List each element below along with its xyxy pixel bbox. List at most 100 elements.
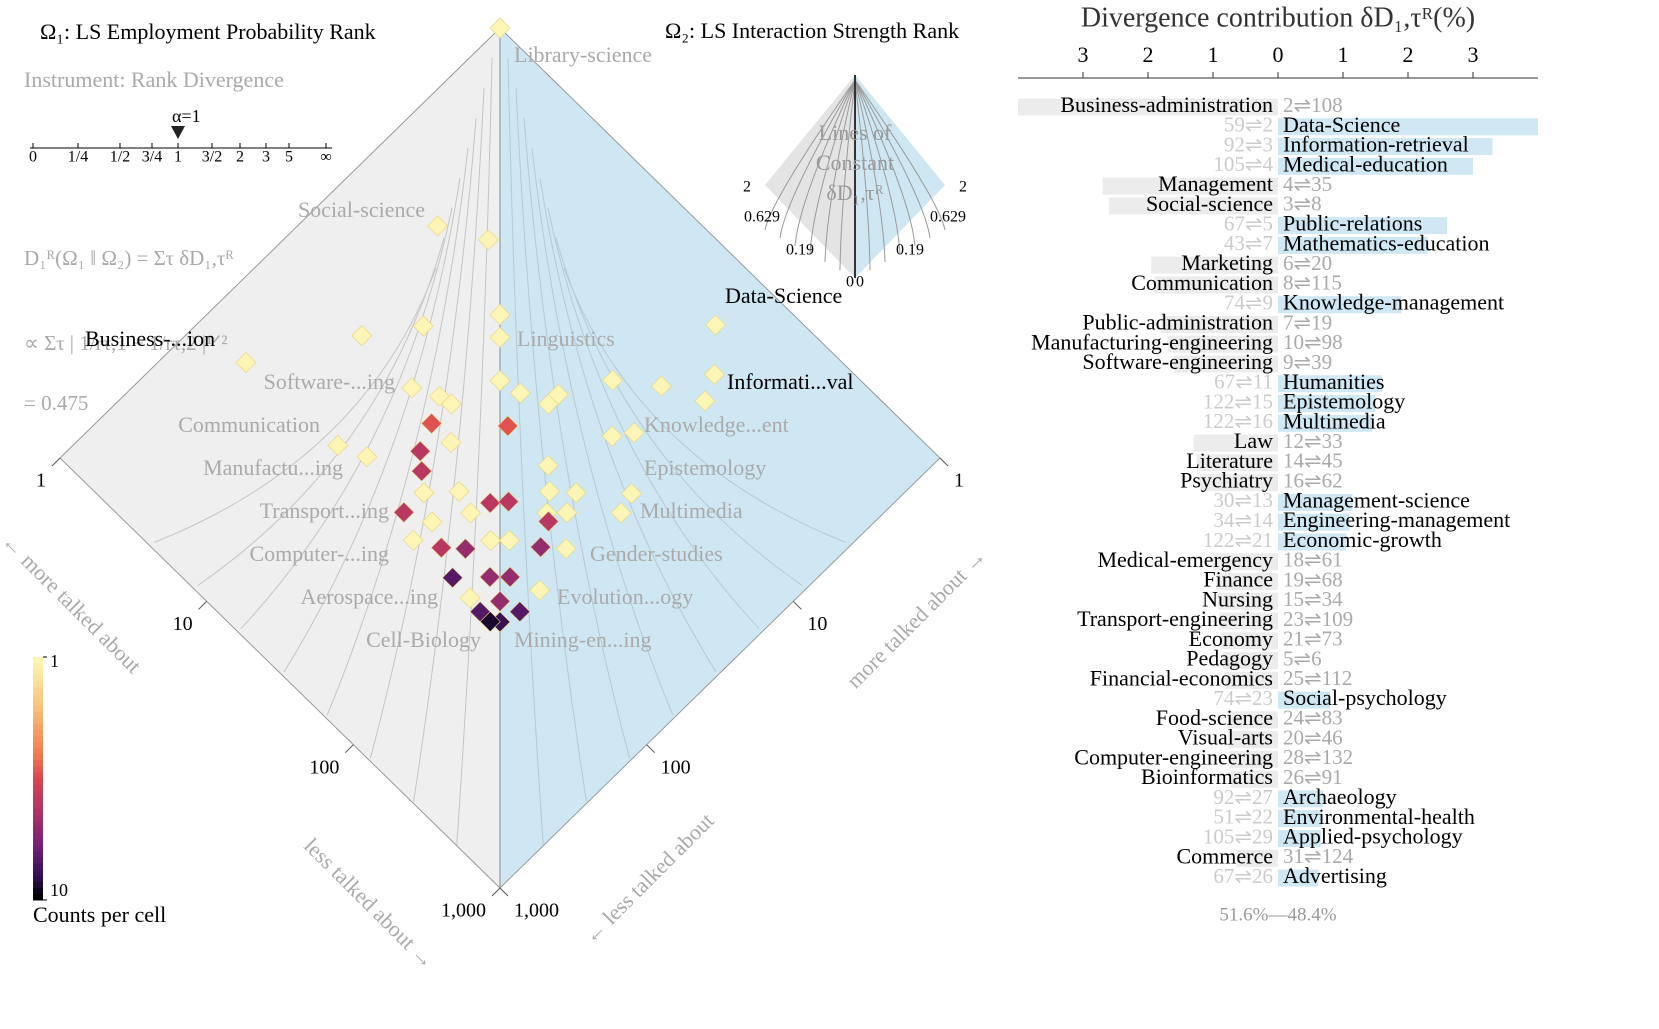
bar [1161,315,1278,333]
word-label: Software-...ing [264,369,395,394]
alpha-tick-label: ∞ [320,149,331,166]
category-label: Computer-engineering [1074,744,1273,769]
heat-cell [356,446,378,468]
category-label: Financial-economics [1090,665,1273,690]
colorbar-segment [33,863,43,871]
heat-cell [441,393,462,415]
bar [1224,671,1278,689]
r1-tick-label: 1 [36,470,46,492]
heat-cell [694,390,716,412]
x-tick-label: 2 [1143,42,1154,67]
alpha-tick-label: 5 [285,149,293,166]
bar [1278,296,1402,314]
formula: = 0.475 [24,391,88,415]
contour [413,87,485,802]
heat-cell [479,566,501,588]
x-tick-label: 3 [1078,42,1089,67]
bar [1278,869,1319,887]
category-label: Bioinformatics [1141,764,1273,789]
category-label: Multimedia [1283,408,1386,433]
heat-cell [705,314,726,336]
category-label: Marketing [1181,250,1273,275]
rank-pair: 30⇌13 [1213,488,1273,512]
alpha-tick-label: 0 [29,149,37,166]
bar [1278,533,1347,551]
r2-tick-label: 1,000 [514,900,559,922]
instrument: Instrument: Rank Divergence [24,67,284,92]
heat-cell [623,422,645,444]
bar [1200,474,1278,492]
heat-cell [427,215,448,237]
category-label: Epistemology [1283,389,1405,414]
rank-pair: 21⇌73 [1283,627,1343,651]
word-label: Epistemology [644,455,766,480]
heat-cell [602,369,624,391]
heat-cell [402,529,424,551]
rank-pair: 18⇌61 [1283,548,1343,572]
word-label: Communication [178,412,320,437]
category-label: Literature [1186,448,1273,473]
bar [1278,236,1428,254]
bar [1278,790,1324,808]
colorbar-segment [33,760,43,767]
heat-cell [413,482,435,504]
heat-cell [455,538,476,560]
contour [563,267,846,543]
category-label: Information-retrieval [1283,132,1469,157]
heat-cell [459,587,481,609]
bar [1229,750,1278,768]
bar [1219,612,1278,630]
colorbar-segment [33,875,43,883]
word-label: Linguistics [517,326,615,351]
rank-pair: 20⇌46 [1283,725,1343,749]
heat-cell [489,17,511,39]
contour-level: 0.629 [930,209,966,226]
category-label: Archaeology [1283,784,1397,809]
category-label: Psychiatry [1180,468,1273,493]
category-label: Advertising [1283,863,1387,888]
bar [1228,731,1278,749]
colorbar-segment [33,772,43,779]
inset-line [854,79,931,239]
contour [539,177,717,673]
heat-cell [530,536,552,558]
bar [1278,217,1447,235]
contour [326,147,469,716]
rank-pair: 3⇌8 [1283,192,1322,216]
rank-pair: 31⇌124 [1283,844,1354,868]
rank-pair: 28⇌132 [1283,745,1353,769]
heat-cell [327,434,349,456]
contour-level: 0 [846,274,854,291]
bar [1227,711,1278,729]
rank-pair: 10⇌98 [1283,330,1343,354]
r2-tick [646,744,656,754]
x-tick-label: 1 [1208,42,1219,67]
bar [1154,276,1278,294]
heat-cell [704,363,725,385]
category-label: Applied-psychology [1283,824,1463,849]
word-label: Computer-...ing [250,541,390,566]
rank-pair: 8⇌115 [1283,271,1342,295]
category-label: Medical-emergency [1097,547,1273,572]
contour [507,57,544,845]
title-left: Ω₁: LS Employment Probability Rank [40,19,376,44]
colorbar-segment [33,754,43,761]
heat-cell [235,352,257,374]
colorbar-segment [33,839,43,846]
r2-tick-label: 1 [954,470,964,492]
contour-level: 0.19 [896,242,924,259]
r1-tick-label: 100 [309,756,339,778]
word-label: Social-science [298,197,425,222]
heat-cell [509,601,531,623]
heat-cell [610,502,632,524]
colorbar-segment [33,729,43,737]
heat-cell [401,377,423,399]
contour-level: 2 [743,179,751,196]
rank-pair: 5⇌6 [1283,646,1322,670]
rank-pair: 19⇌68 [1283,567,1343,591]
x-tick-label: 1 [1338,42,1349,67]
colorbar-segment [33,845,43,852]
inset-line [809,79,856,255]
